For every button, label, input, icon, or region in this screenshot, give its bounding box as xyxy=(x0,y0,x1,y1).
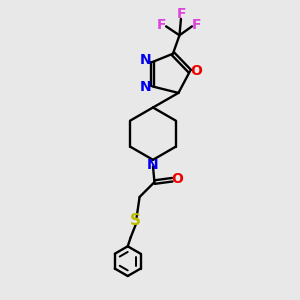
Text: F: F xyxy=(157,18,166,32)
Text: S: S xyxy=(130,213,141,228)
Text: O: O xyxy=(172,172,184,186)
Text: N: N xyxy=(140,53,152,68)
Text: F: F xyxy=(192,18,202,32)
Text: N: N xyxy=(140,80,152,94)
Text: F: F xyxy=(177,8,186,22)
Text: O: O xyxy=(190,64,202,78)
Text: N: N xyxy=(147,158,159,172)
